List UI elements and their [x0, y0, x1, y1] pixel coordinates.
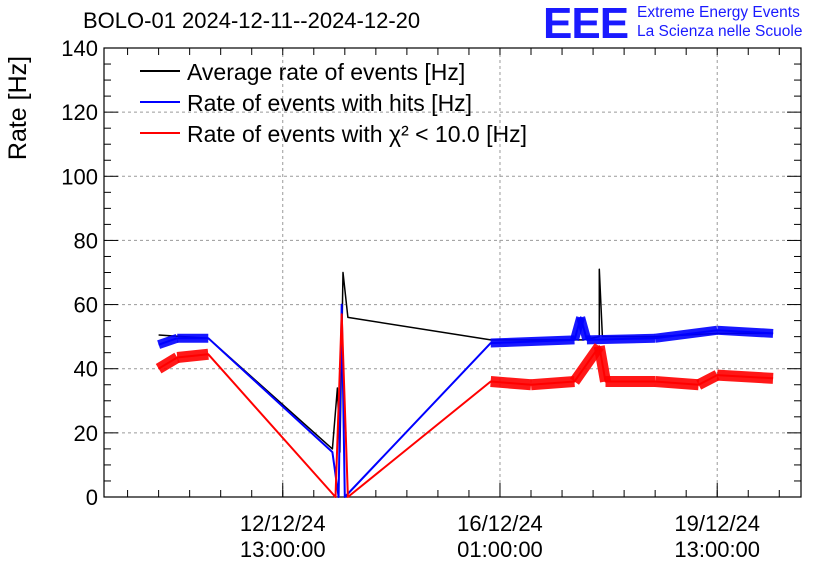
chi2-band — [490, 376, 532, 391]
y-tick-label: 0 — [86, 485, 98, 510]
logo-line-2: La Scienza nelle Scuole — [637, 23, 803, 40]
y-axis-label: Rate [Hz] — [4, 56, 32, 160]
chi2-band — [716, 369, 774, 384]
chi2-band — [176, 348, 209, 363]
chi2-band — [593, 345, 611, 383]
chi2-band — [654, 376, 699, 391]
series-chi2-line — [158, 313, 774, 498]
logo-line-1: Extreme Energy Events — [637, 4, 800, 21]
y-tick-label: 20 — [74, 421, 98, 446]
hits-band — [586, 333, 656, 345]
hits-band — [654, 325, 718, 343]
chi2-band — [696, 370, 720, 390]
chi2-band — [155, 352, 181, 374]
y-tick-label: 40 — [74, 357, 98, 382]
y-tick-label: 100 — [61, 164, 98, 189]
chi2-band — [530, 376, 575, 391]
y-tick-label: 140 — [61, 36, 98, 61]
legend-entry: Average rate of events [Hz] — [187, 59, 465, 85]
hits-band — [157, 333, 179, 349]
y-tick-label: 80 — [74, 228, 98, 253]
x-tick-label-time: 13:00:00 — [674, 537, 760, 562]
x-tick-label-date: 12/12/24 — [240, 511, 326, 536]
legend-entry: Rate of events with χ² < 10.0 [Hz] — [187, 121, 527, 147]
x-tick-label-date: 16/12/24 — [457, 511, 543, 536]
y-tick-label: 60 — [74, 293, 98, 318]
eee-logo: EEE — [543, 0, 629, 48]
x-tick-label-date: 19/12/24 — [674, 511, 760, 536]
hits-band — [716, 325, 774, 338]
y-tick-label: 120 — [61, 100, 98, 125]
eee-logo-text: Extreme Energy Events La Scienza nelle S… — [637, 3, 802, 41]
chart-title: BOLO-01 2024-12-11--2024-12-20 — [83, 8, 421, 33]
series-average-line — [158, 268, 774, 453]
x-tick-label-time: 01:00:00 — [457, 537, 543, 562]
x-tick-label-time: 13:00:00 — [240, 537, 326, 562]
hits-band — [490, 335, 575, 348]
legend-entry: Rate of events with hits [Hz] — [187, 90, 472, 116]
hits-band — [576, 316, 592, 342]
